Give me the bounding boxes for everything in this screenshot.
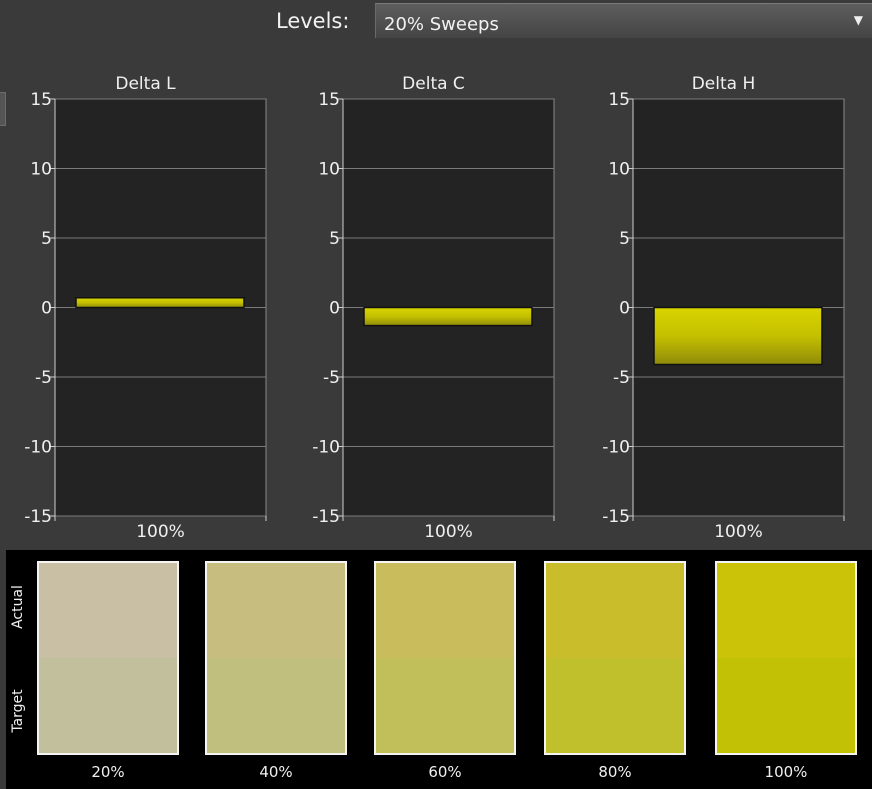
triangle-down-icon[interactable]: ▼	[853, 13, 863, 27]
delta-charts: 15 10 5 0 -5 -10 -15 Delta L 100% 15 10 5 0 -5 -10 -15 D…	[24, 74, 845, 542]
swatch-actual-color	[376, 563, 514, 658]
levels-dropdown-value: 20% Sweeps	[384, 14, 499, 35]
y-tick-label: 0	[619, 299, 630, 319]
swatch-target-color	[207, 658, 345, 753]
color-swatch	[374, 561, 516, 755]
swatch-actual-color	[207, 563, 345, 658]
y-tick-label: 0	[329, 299, 340, 319]
x-category-label: 100%	[424, 522, 473, 542]
y-tick-label: -10	[602, 438, 630, 458]
y-tick-label: -15	[312, 507, 340, 527]
swatch-label: 20%	[91, 763, 125, 781]
delta-bar	[363, 306, 533, 327]
levels-label: Levels:	[276, 9, 350, 33]
swatch-target-color	[39, 658, 177, 753]
delta-bar	[653, 306, 823, 366]
y-tick-label: 15	[30, 90, 52, 110]
y-tick-label: 10	[30, 160, 52, 180]
actual-row-label: Actual	[10, 585, 26, 629]
side-panel-tab[interactable]	[0, 92, 6, 126]
x-category-label: 100%	[136, 522, 185, 542]
x-category-label: 100%	[714, 522, 763, 542]
y-tick-label: 5	[41, 229, 52, 249]
y-tick-label: -15	[24, 507, 52, 527]
levels-dropdown[interactable]: 20% Sweeps ▼	[375, 3, 872, 38]
swatch-label: 100%	[764, 763, 808, 781]
y-tick-label: 10	[608, 160, 630, 180]
y-tick-label: 15	[318, 90, 340, 110]
y-tick-label: -5	[35, 368, 52, 388]
y-tick-label: -10	[24, 438, 52, 458]
swatch-label: 80%	[598, 763, 632, 781]
chart-title: Delta C	[402, 74, 465, 94]
delta-bar	[75, 297, 245, 309]
color-swatch	[37, 561, 179, 755]
swatch-actual-color	[546, 563, 684, 658]
color-swatch	[205, 561, 347, 755]
y-tick-label: 5	[619, 229, 630, 249]
color-swatch	[715, 561, 857, 755]
swatch-target-color	[546, 658, 684, 753]
swatch-actual-color	[39, 563, 177, 658]
swatch-label: 60%	[428, 763, 462, 781]
y-tick-label: -5	[323, 368, 340, 388]
y-tick-label: 15	[608, 90, 630, 110]
y-tick-label: 10	[318, 160, 340, 180]
chart-title: Delta H	[692, 74, 756, 94]
color-swatch-panel: Actual Target 20% 40% 60% 80% 100%	[6, 550, 872, 789]
chart-title: Delta L	[115, 74, 176, 94]
y-tick-label: -5	[613, 368, 630, 388]
swatch-actual-color	[717, 563, 855, 658]
color-swatch	[544, 561, 686, 755]
swatch-label: 40%	[259, 763, 293, 781]
y-tick-label: 0	[41, 299, 52, 319]
y-tick-label: -15	[602, 507, 630, 527]
swatch-target-color	[376, 658, 514, 753]
y-tick-label: -10	[312, 438, 340, 458]
swatch-target-color	[717, 658, 855, 753]
y-tick-label: 5	[329, 229, 340, 249]
target-row-label: Target	[10, 689, 26, 733]
